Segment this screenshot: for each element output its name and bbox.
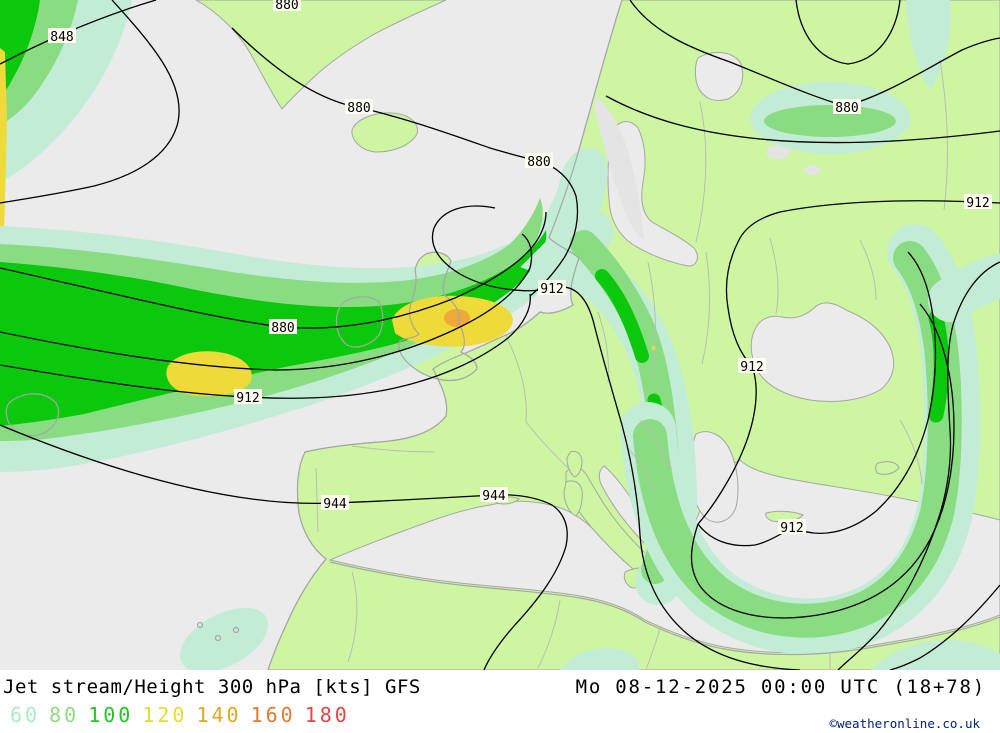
- greenland-landmass: [194, 0, 447, 110]
- legend-value-60: 60: [10, 703, 41, 727]
- contour-ne-loop: [795, 0, 901, 65]
- contour-896-atlantic: [0, 233, 533, 371]
- valid-datetime: Mo 08-12-2025 00:00 UTC (18+78): [575, 676, 986, 698]
- contour-outer-u-exit: [889, 584, 1000, 670]
- contour-label-944: 944: [321, 495, 349, 512]
- contour-864-nw: [0, 0, 180, 204]
- jet100-balkan-core-n: [595, 269, 649, 363]
- svg-text:944: 944: [482, 489, 506, 504]
- lake-onega: [804, 165, 820, 175]
- scandinavian-mountains: [595, 96, 644, 240]
- sardinia-island: [563, 480, 583, 517]
- contour-label-880: 880: [345, 99, 373, 116]
- map-title: Jet stream/Height 300 hPa [kts] GFS: [3, 676, 421, 698]
- contour-label-880: 880: [525, 153, 553, 170]
- contour-880-atlantic: [0, 211, 547, 329]
- contour-label-912: 912: [234, 389, 262, 406]
- legend-value-120: 120: [142, 703, 188, 727]
- jet140-england-core: [444, 309, 470, 327]
- jetstream-map: 848 880 880 880 880 912 880 912 912 912 912 944 944: [0, 0, 1000, 670]
- svg-text:944: 944: [323, 497, 347, 512]
- coastline-layer: [5, 0, 1000, 670]
- svg-text:912: 912: [236, 391, 259, 406]
- jet120-west-edge: [0, 48, 7, 262]
- copyright-link[interactable]: ©weatheronline.co.uk: [829, 716, 980, 731]
- cyprus-island: [875, 461, 900, 475]
- contour-880-greenland: [231, 27, 579, 297]
- svg-text:880: 880: [347, 101, 370, 116]
- jet-speed-legend: 60 80 100 120 140 160 180: [10, 703, 359, 727]
- border-layer: [315, 59, 948, 670]
- contour-label-880: 880: [269, 319, 297, 336]
- contour-912-east: [690, 200, 1000, 619]
- contour-label-848: 848: [48, 28, 76, 45]
- contour-label-880: 880: [273, 0, 301, 13]
- contour-label-880: 880: [833, 99, 861, 116]
- legend-value-100: 100: [88, 703, 134, 727]
- jet100-labrador: [0, 0, 40, 97]
- jet60-bottom-center: [560, 648, 640, 670]
- black-sea: [750, 302, 895, 403]
- iceland-landmass: [351, 112, 418, 153]
- svg-text:880: 880: [835, 101, 858, 116]
- contour-912-innersouth: [697, 251, 937, 547]
- svg-text:912: 912: [780, 521, 803, 536]
- contour-label-912: 912: [778, 519, 806, 536]
- jet60-right-edge: [928, 254, 1000, 322]
- contour-896-ne: [605, 95, 1000, 144]
- contour-label-layer: 848 880 880 880 880 912 880 912 912 912 912 944 944: [48, 0, 992, 536]
- jet120-speck: [652, 346, 656, 350]
- caption-bar: Jet stream/Height 300 hPa [kts] GFS Mo 0…: [0, 670, 1000, 733]
- svg-text:912: 912: [740, 360, 763, 375]
- svg-text:880: 880: [527, 155, 550, 170]
- jet60-bottom-right: [870, 640, 1000, 670]
- white-sea: [694, 52, 744, 101]
- baltic-sea: [607, 121, 698, 267]
- jet100-right-limb-core: [928, 310, 949, 423]
- contour-label-912: 912: [738, 358, 766, 375]
- legend-value-140: 140: [196, 703, 242, 727]
- contour-label-912: 912: [538, 280, 566, 297]
- svg-text:912: 912: [966, 196, 989, 211]
- svg-text:880: 880: [271, 321, 294, 336]
- contour-layer: [0, 0, 1000, 670]
- jet120-atlantic-core: [166, 351, 252, 397]
- corsica-island: [566, 450, 583, 478]
- jet80-ne-patch: [764, 105, 896, 137]
- legend-value-80: 80: [49, 703, 80, 727]
- contour-label-912: 912: [964, 194, 992, 211]
- contour-912-northsea-u: [431, 205, 801, 670]
- contour-928-right: [837, 261, 1000, 670]
- contour-label-944: 944: [480, 487, 508, 504]
- lake-ladoga: [766, 145, 790, 159]
- contour-848: [0, 0, 157, 65]
- svg-text:912: 912: [540, 282, 563, 297]
- svg-text:848: 848: [50, 30, 73, 45]
- jet60-ne-vertical: [906, 0, 951, 90]
- legend-value-160: 160: [250, 703, 296, 727]
- contour-912-atlantic: [0, 293, 531, 399]
- legend-value-180: 180: [304, 703, 350, 727]
- svg-text:880: 880: [275, 0, 298, 13]
